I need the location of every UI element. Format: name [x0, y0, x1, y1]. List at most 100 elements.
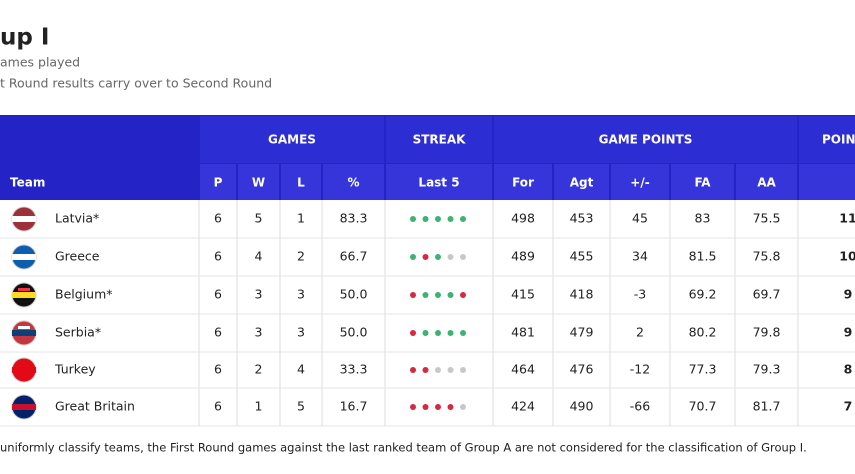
cell-value: 16.7: [340, 399, 368, 414]
streak-dot: [447, 404, 454, 410]
streak-dot: [422, 330, 429, 336]
cell-value: 1: [255, 399, 263, 414]
cell-value: 455: [570, 249, 594, 264]
cell-value: 69.7: [753, 287, 781, 302]
column-label: +/-: [630, 176, 649, 190]
streak-dot: [435, 404, 441, 410]
flag-band: [12, 367, 36, 373]
streak-dot: [435, 254, 441, 260]
flag-band: [18, 326, 30, 329]
cell-value: 81.5: [689, 249, 717, 264]
flag-band: [12, 254, 36, 260]
subheader-cell: [323, 164, 384, 200]
flag-band: [12, 330, 36, 336]
cell-value: -3: [634, 287, 646, 302]
cell-value: 6: [214, 362, 222, 377]
subheader-cell: [386, 164, 492, 200]
cell-value: 11: [839, 211, 855, 226]
cell-value: 3: [297, 325, 305, 340]
subheader-cell: [238, 164, 279, 200]
streak-dot: [410, 292, 416, 298]
streak-dot: [460, 292, 466, 298]
cell-value: 7: [844, 399, 853, 414]
cell-value: 50.0: [340, 325, 368, 340]
column-label: P: [214, 176, 223, 190]
group-cell: [386, 116, 492, 163]
title: up I: [0, 25, 49, 51]
team-name: Greece: [55, 249, 100, 264]
streak-dot: [422, 292, 429, 298]
flag-band: [18, 212, 30, 215]
group-label: POIN: [822, 133, 855, 147]
flag-band: [12, 404, 36, 410]
group-label: STREAK: [413, 133, 467, 147]
subheader-cell: [736, 164, 797, 200]
column-label: %: [347, 176, 359, 190]
cell-value: 50.0: [340, 287, 368, 302]
subheader-cell: [200, 164, 236, 200]
streak-dot: [422, 367, 429, 373]
flag-band: [12, 292, 36, 298]
subheader-cell: [494, 164, 552, 200]
cell-value: 6: [214, 287, 222, 302]
cell-value: 418: [570, 287, 594, 302]
streak-dot: [410, 404, 416, 410]
cell-value: 45: [632, 211, 648, 226]
cell-value: 2: [636, 325, 644, 340]
cell-value: 75.8: [753, 249, 781, 264]
cell-value: 75.5: [753, 211, 781, 226]
cell-value: 70.7: [689, 399, 717, 414]
cell-value: 77.3: [689, 362, 717, 377]
team-name: Latvia*: [55, 211, 99, 226]
cell-value: -66: [630, 399, 650, 414]
header-cell: [0, 115, 199, 163]
cell-value: 6: [214, 399, 222, 414]
streak-dot: [435, 330, 441, 336]
cell-value: 9: [844, 325, 853, 340]
cell-value: 33.3: [340, 362, 368, 377]
group-label: GAME POINTS: [599, 133, 693, 147]
streak-dot: [435, 216, 441, 222]
streak-dot: [460, 367, 466, 373]
column-label: FA: [694, 176, 711, 190]
subheader-cell: [671, 164, 734, 200]
streak-dot: [410, 367, 416, 373]
subheader-cell: [799, 164, 855, 200]
subheader-cell: [611, 164, 669, 200]
cell-value: 464: [511, 362, 535, 377]
streak-dot: [410, 330, 416, 336]
streak-dot: [460, 216, 466, 222]
cell-value: 69.2: [689, 287, 717, 302]
column-label: Last 5: [418, 176, 459, 190]
streak-dot: [447, 254, 454, 260]
streak-dot: [447, 330, 454, 336]
streak-dot: [460, 330, 466, 336]
team-name: Belgium*: [55, 287, 113, 302]
subheader-cell: [554, 164, 609, 200]
column-label: For: [512, 176, 534, 190]
flag-band: [18, 250, 30, 253]
flag-band: [18, 400, 30, 403]
cell-value: 424: [511, 399, 535, 414]
cell-value: 479: [570, 325, 594, 340]
cell-value: 83.3: [340, 211, 368, 226]
cell-value: 9: [844, 287, 853, 302]
streak-dot: [435, 292, 441, 298]
cell-value: 3: [255, 325, 263, 340]
team-name: Great Britain: [55, 399, 135, 414]
streak-dot: [435, 367, 441, 373]
note: t Round results carry over to Second Rou…: [0, 76, 272, 91]
cell-value: 79.8: [753, 325, 781, 340]
streak-dot: [447, 292, 454, 298]
column-label: AA: [757, 176, 776, 190]
cell-value: -12: [630, 362, 650, 377]
cell-value: 415: [511, 287, 535, 302]
cell-value: 2: [255, 362, 263, 377]
cell-value: 6: [214, 249, 222, 264]
streak-dot: [410, 254, 416, 260]
team-name: Turkey: [54, 362, 96, 377]
cell-value: 83: [695, 211, 711, 226]
subtitle: ames played: [0, 55, 80, 70]
